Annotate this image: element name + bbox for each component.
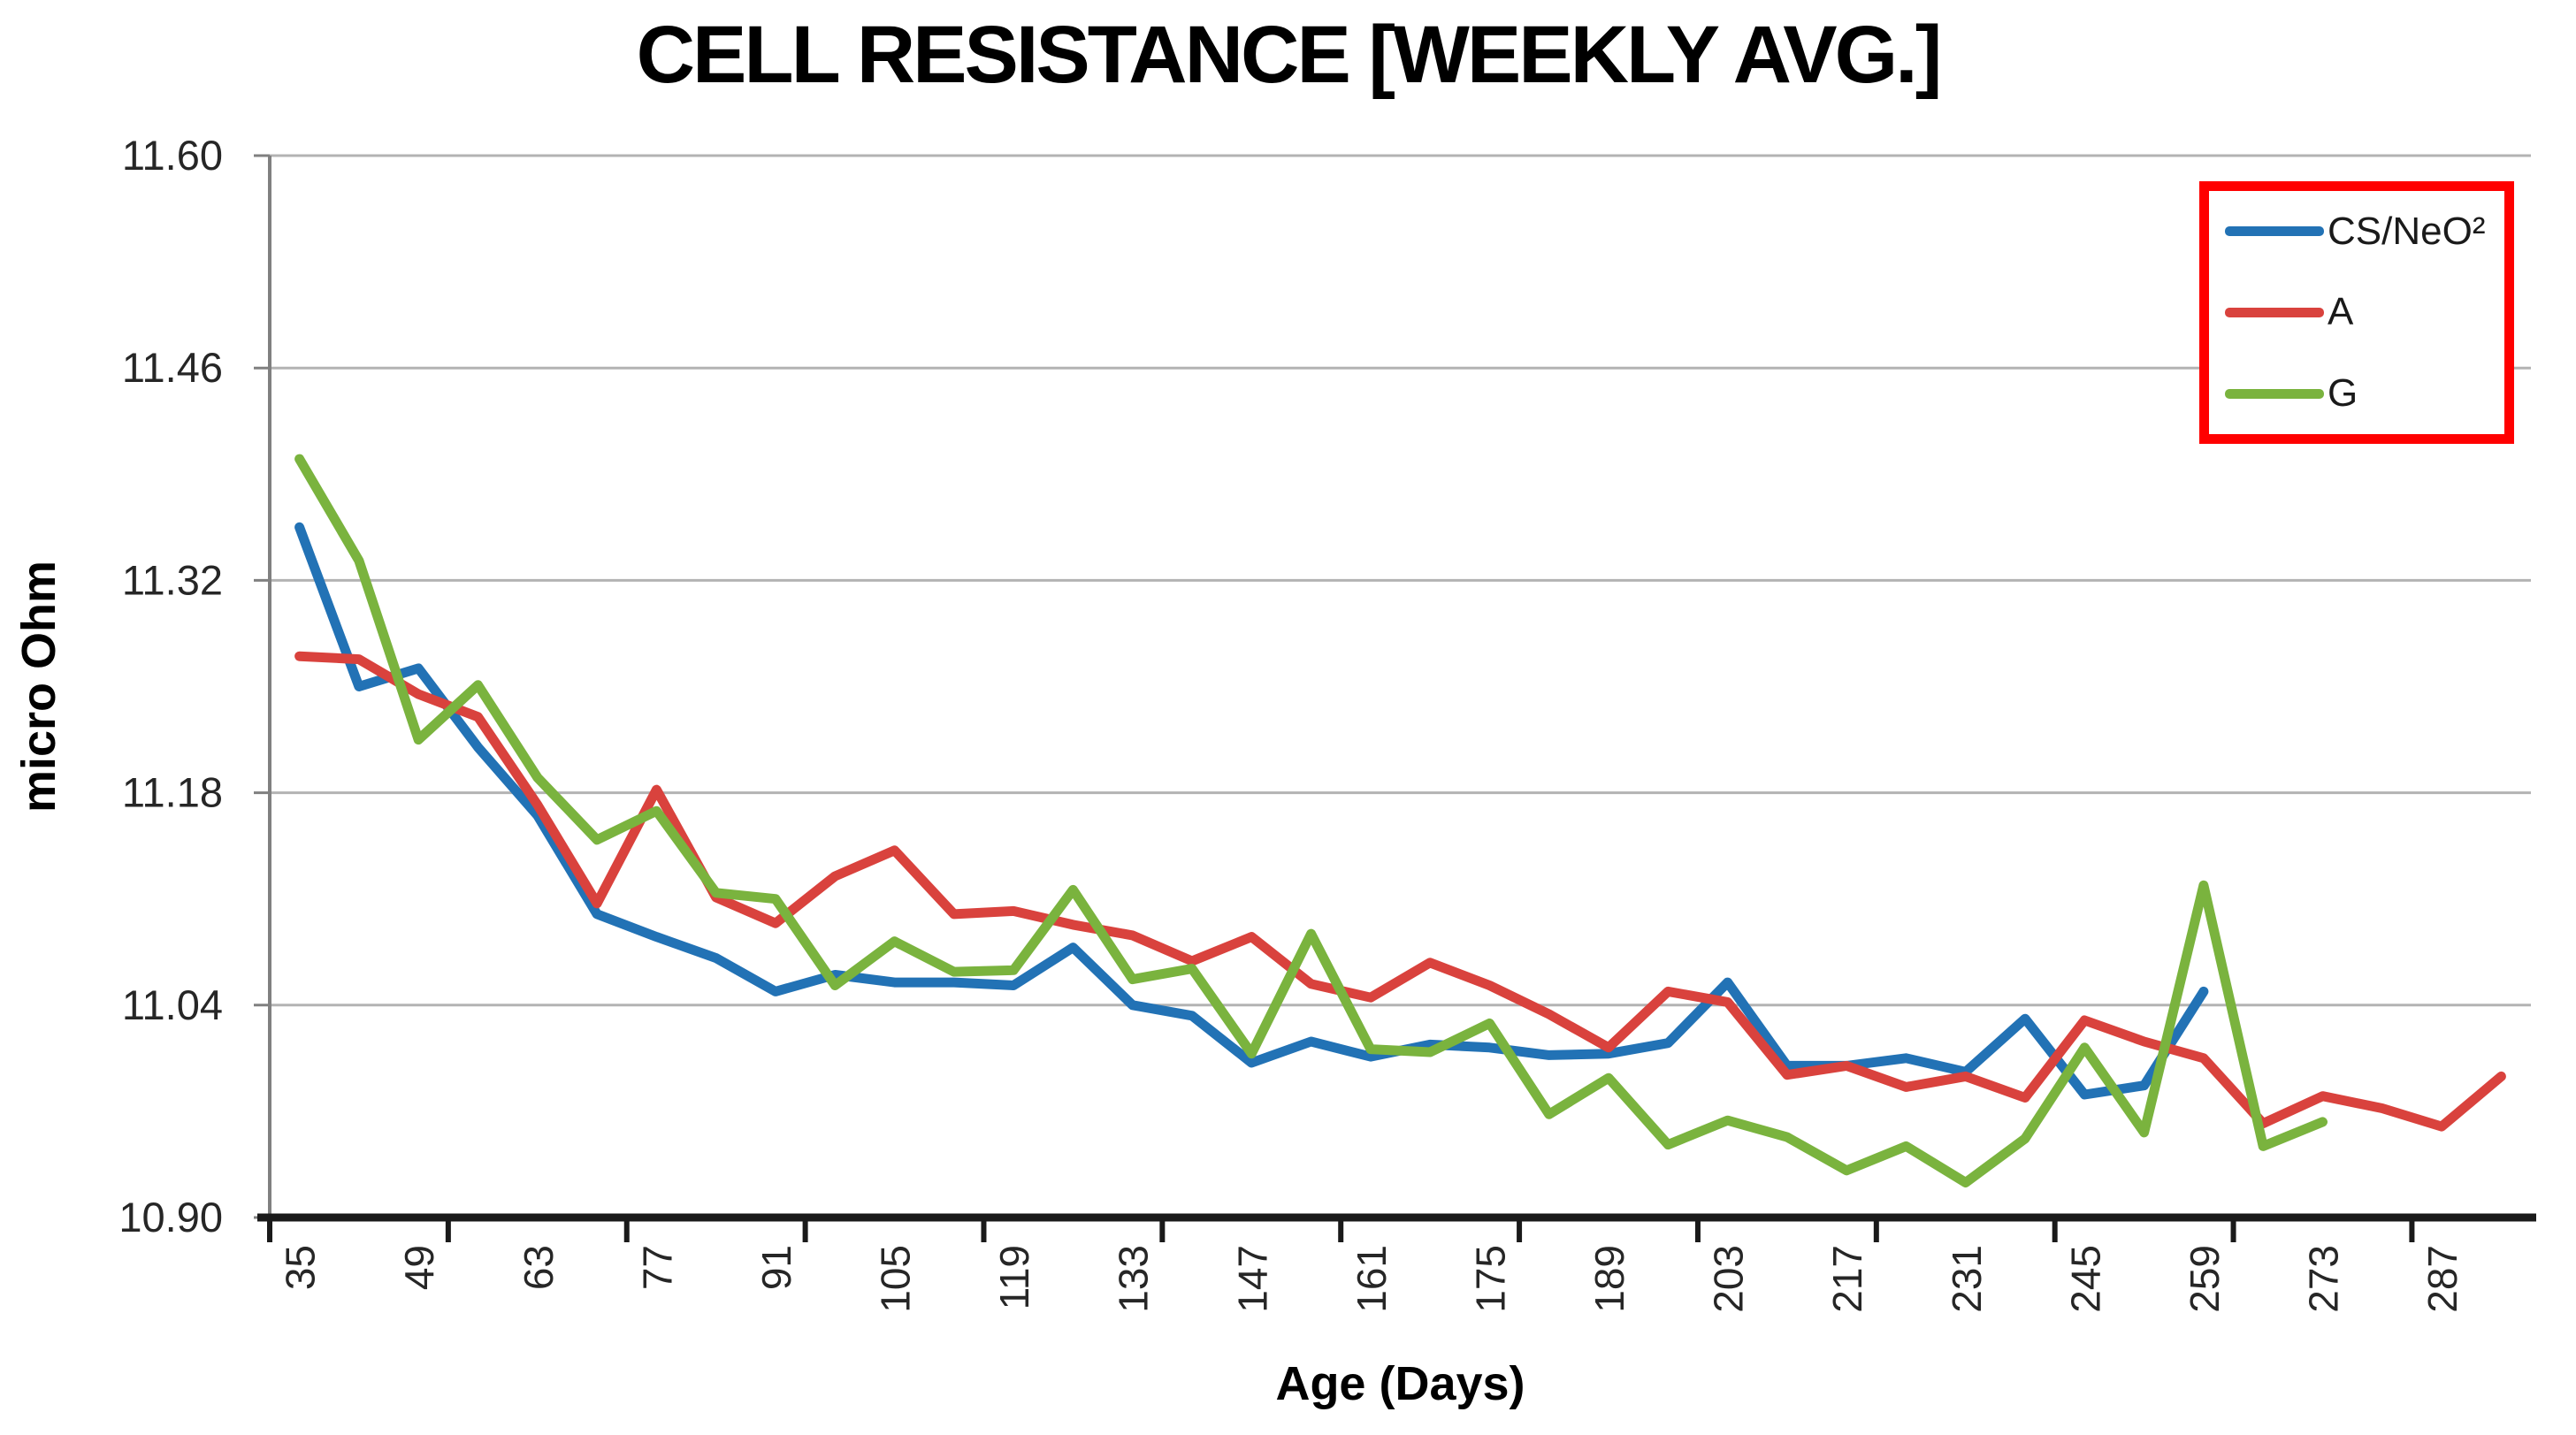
legend-line-sample: [2225, 226, 2324, 237]
legend-entry: A: [2225, 293, 2504, 332]
x-tick-label: 189: [1586, 1245, 1632, 1313]
x-tick-label: 245: [2062, 1245, 2108, 1313]
legend-label: CS/NeO²: [2328, 209, 2486, 253]
legend-label: A: [2328, 290, 2354, 334]
y-tick-label: 11.04: [122, 981, 223, 1028]
x-tick-label: 119: [991, 1245, 1037, 1309]
legend-entry: CS/NeO²: [2225, 209, 2504, 253]
x-tick-label: 217: [1824, 1245, 1870, 1313]
x-tick-label: 35: [278, 1245, 324, 1290]
x-tick-label: 259: [2182, 1245, 2228, 1313]
legend: CS/NeO² A G: [2199, 181, 2514, 444]
x-tick-label: 175: [1467, 1245, 1513, 1313]
y-tick-label: 11.18: [122, 769, 223, 816]
y-tick-label: 10.90: [118, 1194, 223, 1240]
x-tick-label: 63: [516, 1245, 562, 1290]
y-tick-label: 11.32: [122, 556, 223, 603]
legend-entry: G: [2225, 374, 2504, 413]
x-tick-label: 49: [396, 1245, 442, 1290]
x-tick-label: 161: [1349, 1245, 1395, 1313]
x-tick-label: 77: [634, 1245, 680, 1290]
y-axis-title: micro Ohm: [12, 561, 65, 813]
series-line-g: [294, 454, 2328, 1187]
legend-label: G: [2328, 371, 2358, 416]
series-line-cs-neo-: [294, 522, 2209, 1100]
x-tick-label: 231: [1944, 1245, 1990, 1313]
x-tick-label: 105: [873, 1245, 919, 1313]
x-tick-label: 133: [1111, 1245, 1157, 1313]
x-tick-label: 273: [2300, 1245, 2346, 1313]
legend-line-sample: [2225, 388, 2324, 399]
x-tick-label: 147: [1229, 1245, 1275, 1313]
x-tick-label: 287: [2419, 1245, 2465, 1313]
chart-title: CELL RESISTANCE [WEEKLY AVG.]: [636, 10, 1943, 100]
y-tick-label: 11.46: [122, 344, 223, 391]
x-axis-title: Age (Days): [1275, 1357, 1525, 1410]
x-tick-label: 91: [753, 1245, 799, 1290]
x-tick-label: 203: [1706, 1245, 1752, 1313]
y-tick-label: 11.60: [122, 132, 223, 179]
series-line-a: [294, 651, 2506, 1132]
legend-line-sample: [2225, 307, 2324, 317]
